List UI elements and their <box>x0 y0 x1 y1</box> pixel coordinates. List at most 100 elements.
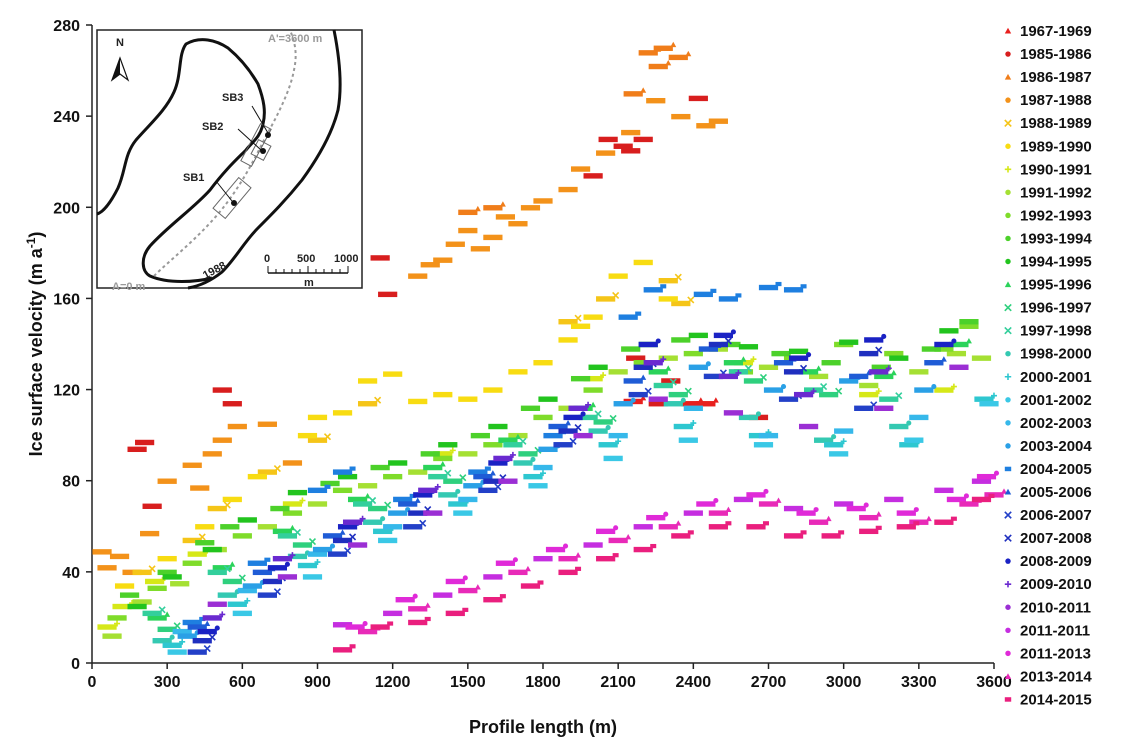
legend-marker <box>1005 420 1011 426</box>
data-point <box>718 296 739 302</box>
data-point-marker <box>419 519 427 527</box>
y-tick-label: 240 <box>53 109 80 126</box>
data-point <box>821 360 841 366</box>
data-point <box>859 391 879 398</box>
data-point-marker <box>660 284 667 289</box>
legend-label: 2008-2009 <box>1020 553 1092 570</box>
data-point <box>621 346 641 352</box>
data-point <box>648 369 668 375</box>
data-point-marker <box>735 369 742 376</box>
site-dot-sb2 <box>260 148 266 154</box>
data-point <box>247 560 267 566</box>
data-point <box>884 350 904 357</box>
data-point <box>814 437 834 443</box>
data-point-marker <box>670 41 677 48</box>
data-point <box>608 432 628 439</box>
data-point <box>277 533 298 539</box>
data-point-marker <box>359 515 366 522</box>
data-point <box>598 442 618 448</box>
data-point <box>332 410 353 416</box>
data-point <box>470 432 490 439</box>
data-point <box>187 649 207 655</box>
legend-marker <box>1005 189 1011 196</box>
data-point-marker <box>763 488 769 494</box>
data-point <box>277 574 298 580</box>
data-point <box>753 442 774 448</box>
data-point-marker <box>424 616 431 622</box>
data-point <box>212 565 232 571</box>
data-point <box>834 428 854 434</box>
y-tick-label: 160 <box>53 291 80 308</box>
data-point <box>445 241 465 247</box>
data-point-marker <box>173 622 181 630</box>
data-point-marker <box>881 333 887 339</box>
data-point <box>182 462 202 468</box>
inset-frame <box>96 29 363 289</box>
data-point-marker <box>640 394 647 401</box>
data-point <box>658 355 678 361</box>
legend-marker <box>1005 627 1011 634</box>
data-point <box>408 619 428 626</box>
data-point <box>145 578 165 585</box>
data-point <box>671 337 691 343</box>
data-point-marker <box>815 365 822 371</box>
data-point <box>433 257 453 263</box>
x-tick-label: 1200 <box>375 674 411 691</box>
data-point-marker <box>575 552 582 558</box>
profile-start-label: A=0 m <box>112 281 146 293</box>
data-point-marker <box>562 543 569 549</box>
data-point-marker <box>913 521 920 526</box>
y-axis-label-main: Ice surface velocity (m a <box>26 247 46 456</box>
data-point <box>708 118 728 124</box>
data-point <box>195 540 215 546</box>
data-point-marker <box>690 420 697 427</box>
data-point <box>946 496 967 503</box>
y-axis-label: Ice surface velocity (m a-1) <box>24 232 46 457</box>
data-point <box>788 348 809 355</box>
data-point <box>588 364 608 370</box>
data-point <box>909 369 929 375</box>
data-point <box>388 510 408 516</box>
legend-label: 1990-1991 <box>1020 161 1092 178</box>
data-point-marker <box>308 537 317 546</box>
data-point <box>97 624 117 630</box>
data-point <box>688 95 708 102</box>
data-point <box>971 478 992 484</box>
data-point-marker <box>114 620 121 627</box>
data-point <box>884 496 904 503</box>
legend-label: 2001-2002 <box>1020 392 1092 409</box>
data-point <box>608 537 628 544</box>
data-point <box>448 501 468 507</box>
data-point-marker <box>384 501 392 509</box>
data-point <box>182 619 202 626</box>
data-point-marker <box>630 397 636 403</box>
data-point-marker <box>831 434 837 440</box>
data-point-marker <box>755 411 762 417</box>
data-point-marker <box>489 470 496 476</box>
data-point-marker <box>725 521 732 526</box>
data-point <box>696 123 716 129</box>
data-point <box>107 615 127 621</box>
data-point-marker <box>813 507 819 513</box>
data-point <box>653 45 673 51</box>
data-point-marker <box>640 87 647 93</box>
data-point-marker <box>615 438 622 445</box>
data-point-marker <box>988 493 995 499</box>
y-tick-label: 120 <box>53 383 80 400</box>
data-point-marker <box>965 338 972 344</box>
data-point <box>237 587 257 594</box>
data-point-marker <box>369 496 377 505</box>
data-point-marker <box>680 397 686 403</box>
data-point <box>608 369 628 375</box>
data-point <box>483 574 503 580</box>
data-point <box>420 262 440 268</box>
legend-label: 1996-1997 <box>1020 300 1092 317</box>
data-point <box>114 583 135 589</box>
x-tick-label: 2100 <box>600 674 636 691</box>
data-point-marker <box>449 447 456 454</box>
data-point <box>798 369 819 375</box>
legend-marker <box>1004 697 1012 702</box>
data-point <box>946 350 967 357</box>
data-point <box>162 642 182 648</box>
data-point-marker <box>455 488 461 494</box>
